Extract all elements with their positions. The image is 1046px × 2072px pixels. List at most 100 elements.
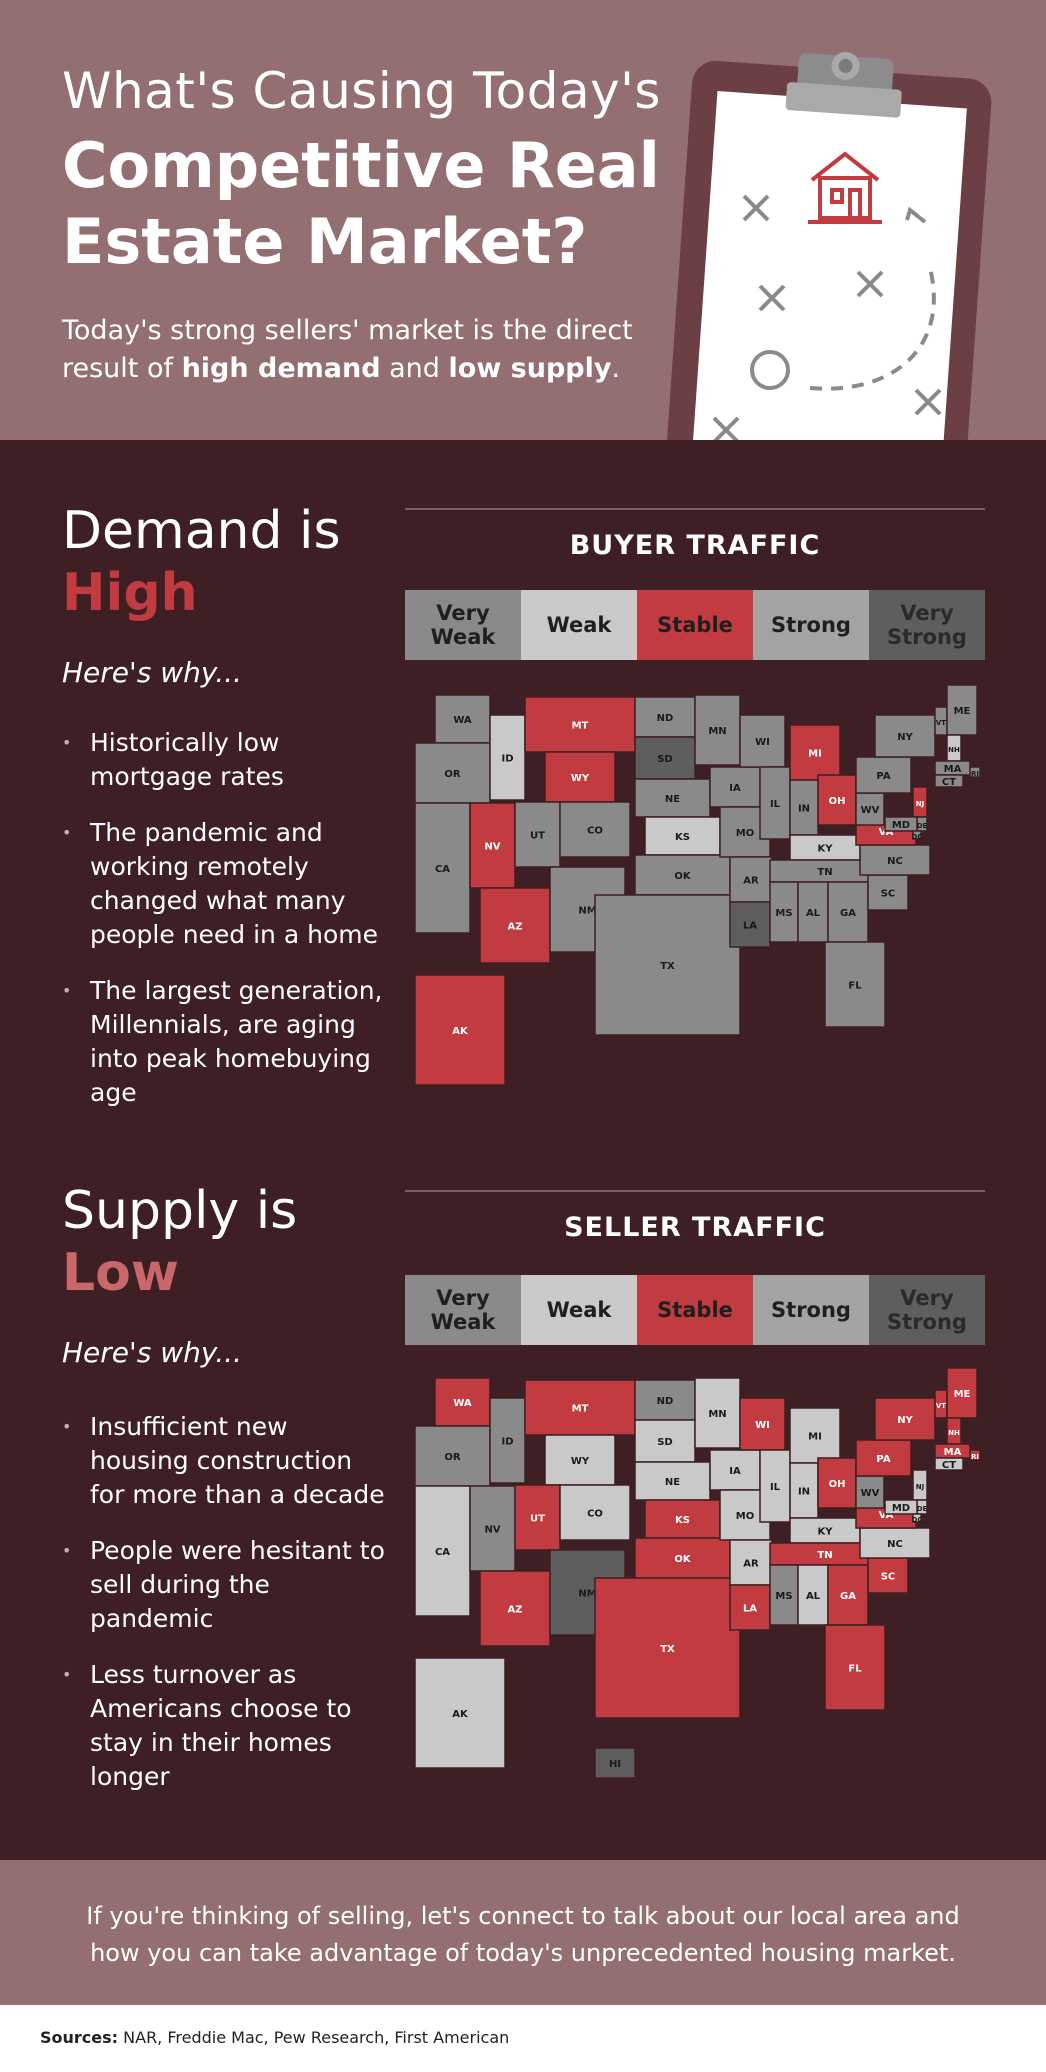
state-ny [874, 1397, 936, 1441]
state-pa [855, 1439, 912, 1477]
state-label-mn: MN [708, 1409, 726, 1420]
list-item: Historically low mortgage rates [62, 726, 392, 794]
state-label-il: IL [770, 1482, 781, 1493]
state-oh [817, 1457, 857, 1509]
sources-line: Sources: NAR, Freddie Mac, Pew Research,… [40, 2028, 510, 2047]
state-label-wa: WA [453, 1398, 472, 1409]
state-id [489, 714, 526, 801]
state-ny [874, 714, 936, 758]
state-ky [789, 834, 861, 861]
state-mn [694, 1377, 741, 1449]
state-label-wy: WY [571, 773, 590, 784]
state-label-nv: NV [484, 1525, 500, 1536]
state-nv [469, 1485, 516, 1572]
state-label-mi: MI [808, 1432, 822, 1443]
footer-banner: If you're thinking of selling, let's con… [0, 1860, 1046, 2005]
state-label-sd: SD [657, 754, 673, 765]
state-label-ms: MS [775, 908, 792, 919]
state-label-ia: IA [729, 783, 741, 794]
state-label-pa: PA [876, 771, 890, 782]
state-label-va: VA [879, 827, 894, 838]
house-icon [808, 151, 882, 224]
state-label-wy: WY [571, 1456, 590, 1467]
state-label-wv: WV [861, 805, 880, 816]
state-label-vt: VT [936, 719, 946, 727]
state-label-nm: NM [578, 906, 596, 917]
state-tx [594, 1577, 741, 1719]
state-dc [912, 830, 922, 840]
state-label-hi: HI [609, 1759, 621, 1770]
state-label-or: OR [444, 769, 461, 780]
state-me [946, 685, 978, 736]
state-label-pa: PA [876, 1454, 890, 1465]
state-label-nm: NM [578, 1589, 596, 1600]
state-label-ky: KY [818, 844, 834, 855]
state-label-ia: IA [729, 1466, 741, 1477]
state-label-oh: OH [829, 1479, 846, 1490]
buyer-divider [405, 508, 985, 510]
state-label-il: IL [770, 799, 781, 810]
state-label-al: AL [806, 1591, 821, 1602]
state-md [884, 816, 918, 832]
state-label-nj: NJ [916, 1483, 924, 1491]
legend-weak: Weak [521, 1275, 637, 1345]
legend-very-strong: Very Strong [869, 590, 985, 660]
state-la [729, 1584, 771, 1631]
state-label-ne: NE [665, 1477, 680, 1488]
state-label-md: MD [892, 1503, 910, 1514]
title-line-2: Competitive Real Estate Market? [62, 129, 660, 278]
state-label-tn: TN [817, 1550, 832, 1561]
buyer-traffic-map: WA OR CA ID NV MT WY UT AZ CO NM ND SD NE KS OK TX MN IA MO… [414, 685, 981, 1086]
state-dc [912, 1513, 922, 1523]
state-label-vt: VT [936, 1402, 946, 1410]
state-wv [855, 792, 885, 826]
state-label-la: LA [743, 1604, 757, 1615]
list-item: Less turnover as Americans choose to sta… [62, 1658, 392, 1794]
state-label-ok: OK [674, 1554, 692, 1565]
state-sd [634, 1419, 696, 1463]
state-mi [789, 724, 841, 781]
state-label-nd: ND [657, 713, 674, 724]
legend-weak: Weak [521, 590, 637, 660]
state-ga [827, 881, 869, 943]
state-ks [644, 816, 721, 856]
state-label-id: ID [501, 754, 513, 765]
state-label-fl: FL [848, 981, 862, 992]
state-la [729, 901, 771, 948]
state-al [797, 1564, 829, 1626]
state-oh [817, 774, 857, 826]
state-ut [514, 1484, 561, 1551]
legend-strong: Strong [753, 590, 869, 660]
legend-very-weak: Very Weak [405, 1275, 521, 1345]
state-label-in: IN [798, 804, 810, 815]
state-label-ar: AR [743, 1559, 759, 1570]
state-mn [694, 694, 741, 766]
state-label-ca: CA [435, 864, 450, 875]
state-fl [824, 941, 886, 1028]
state-label-dc: DC [912, 833, 923, 841]
state-label-nh: NH [948, 1429, 960, 1437]
state-label-az: AZ [508, 922, 523, 933]
state-label-ms: MS [775, 1591, 792, 1602]
state-label-in: IN [798, 1487, 810, 1498]
state-ak [414, 1657, 506, 1769]
state-fl [824, 1624, 886, 1711]
state-label-tx: TX [660, 961, 675, 972]
state-label-or: OR [444, 1452, 461, 1463]
state-label-nc: NC [887, 1539, 903, 1550]
header-banner: What's Causing Today's Competitive Real … [0, 0, 1046, 440]
state-mi [789, 1407, 841, 1464]
state-label-ma: MA [944, 764, 962, 775]
state-label-mi: MI [808, 749, 822, 760]
state-nd [634, 696, 696, 738]
state-label-ks: KS [675, 1515, 690, 1526]
state-label-sc: SC [881, 1572, 896, 1583]
demand-accent: High [62, 563, 198, 623]
state-in [789, 1462, 819, 1519]
state-label-wv: WV [861, 1488, 880, 1499]
state-label-al: AL [806, 908, 821, 919]
buyer-traffic-title: BUYER TRAFFIC [569, 530, 821, 561]
state-ri [969, 766, 981, 778]
header-subtitle: Today's strong sellers' market is the di… [62, 315, 633, 384]
state-wv [855, 1475, 885, 1509]
